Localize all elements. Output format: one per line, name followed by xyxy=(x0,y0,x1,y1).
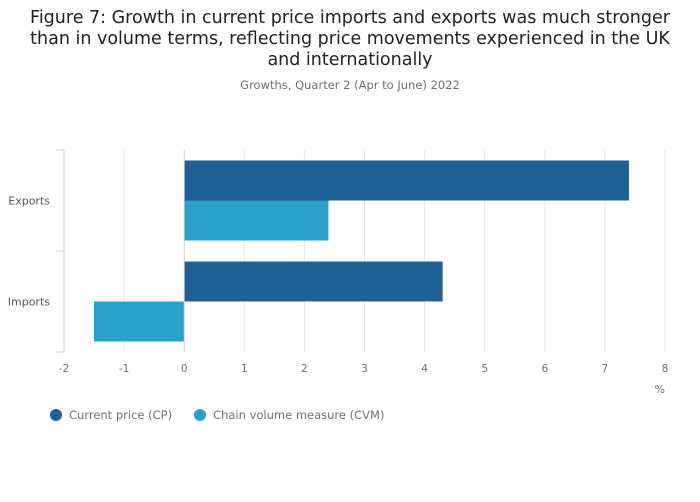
x-tick-label: 1 xyxy=(241,363,248,375)
chart-subtitle: Growths, Quarter 2 (Apr to June) 2022 xyxy=(240,78,460,92)
legend-item-current-price[interactable]: Current price (CP) xyxy=(50,408,172,422)
x-tick-label: 4 xyxy=(421,363,428,375)
legend-label-current-price: Current price (CP) xyxy=(69,408,173,422)
bar-imports-chain-volume-measure-cvm xyxy=(94,301,185,342)
x-tick-label: -2 xyxy=(59,363,69,375)
legend-swatch-current-price xyxy=(50,409,62,421)
legend-label-chain-volume: Chain volume measure (CVM) xyxy=(213,408,385,422)
x-tick-label: 7 xyxy=(602,363,609,375)
x-tick-label: 0 xyxy=(181,363,188,375)
x-tick-label: 8 xyxy=(662,363,669,375)
category-label-imports: Imports xyxy=(8,296,51,309)
x-tick-label: 3 xyxy=(361,363,368,375)
bar-exports-chain-volume-measure-cvm xyxy=(184,200,329,241)
chart-title: Figure 7: Growth in current price import… xyxy=(30,8,670,70)
bar-exports-current-price-cp xyxy=(184,160,629,201)
x-tick-label: -1 xyxy=(119,363,129,375)
x-tick-label: 5 xyxy=(481,363,488,375)
legend: Current price (CP) Chain volume measure … xyxy=(50,408,406,422)
bar-imports-current-price-cp xyxy=(184,261,443,302)
legend-swatch-chain-volume xyxy=(194,409,207,421)
x-axis-label: % xyxy=(655,383,665,396)
x-tick-label: 6 xyxy=(541,363,548,375)
x-tick-label: 2 xyxy=(301,363,308,375)
category-label-exports: Exports xyxy=(8,195,50,208)
legend-item-chain-volume[interactable]: Chain volume measure (CVM) xyxy=(194,408,384,422)
